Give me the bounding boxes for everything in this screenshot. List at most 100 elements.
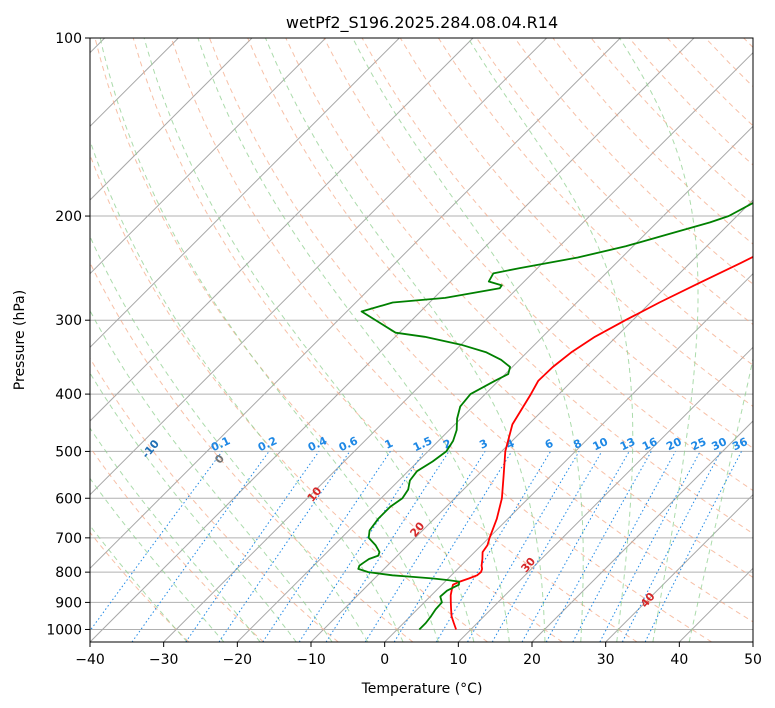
isotherm-line xyxy=(457,346,753,642)
y-tick-label: 100 xyxy=(55,31,82,47)
dry-adiabat-line xyxy=(285,38,753,535)
moist-adiabat-line xyxy=(619,38,699,642)
y-tick-label: 700 xyxy=(55,531,82,547)
mixing-ratio-label: 30 xyxy=(710,435,730,453)
moist-adiabat-line xyxy=(352,38,584,642)
dry-adiabat-line xyxy=(132,38,638,642)
isotherm-line xyxy=(678,567,753,642)
dry-adiabat-line xyxy=(705,38,753,88)
x-tick-label: 20 xyxy=(523,652,541,668)
mixing-ratio-label: 10 xyxy=(591,435,611,453)
moist-adiabat-line xyxy=(265,38,546,642)
dry-adiabat-line xyxy=(590,38,753,206)
dry-adiabat-line xyxy=(170,38,712,642)
mixing-ratio-line xyxy=(262,451,391,642)
mixing-ratio-label: 3 xyxy=(477,437,489,452)
dry-adiabat-line xyxy=(667,38,753,127)
moist-adiabat-line xyxy=(90,427,261,642)
isotherm-line xyxy=(90,38,695,642)
y-tick-label: 800 xyxy=(55,565,82,581)
dewpoint-profile-line xyxy=(357,201,753,631)
dry-adiabat-line xyxy=(209,38,753,623)
dry-adiabat-line xyxy=(90,153,488,642)
x-tick-label: 40 xyxy=(670,652,688,668)
isotherm-line xyxy=(163,51,753,642)
dry-adiabat-line xyxy=(552,38,753,245)
mixing-ratio-line xyxy=(131,451,270,642)
dry-adiabat-line xyxy=(90,531,190,642)
y-tick-label: 500 xyxy=(55,444,82,460)
isotherm-line xyxy=(90,38,327,275)
mixing-ratio-label: 6 xyxy=(543,437,556,452)
isotherm-line xyxy=(90,38,253,201)
x-tick-label: −10 xyxy=(296,652,326,668)
isotherm-line xyxy=(90,38,474,422)
moist-adiabat-line xyxy=(99,38,439,642)
temperature-profile-line xyxy=(449,255,753,630)
mixing-ratio-line xyxy=(298,451,425,642)
mixing-ratio-label: 13 xyxy=(618,435,637,453)
moist-adiabat-line xyxy=(90,477,225,642)
y-axis-label: Pressure (hPa) xyxy=(12,290,28,390)
x-tick-label: 0 xyxy=(380,652,389,668)
mixing-ratio-label: 36 xyxy=(730,435,750,453)
y-tick-label: 400 xyxy=(55,387,82,403)
x-tick-label: 50 xyxy=(744,652,762,668)
isotherm-line xyxy=(384,272,753,642)
isotherm-line xyxy=(236,125,753,642)
isotherm-line xyxy=(90,38,400,349)
mixing-ratio-label: 25 xyxy=(689,435,708,453)
mixing-ratio-line xyxy=(90,451,223,632)
dry-adiabat-line xyxy=(90,446,264,642)
isotherm-line xyxy=(752,641,753,642)
x-tick-label: 30 xyxy=(597,652,615,668)
x-tick-label: −40 xyxy=(75,652,105,668)
mixing-ratio-line xyxy=(545,451,652,642)
mixing-ratio-line xyxy=(185,451,320,642)
moist-adiabat-line xyxy=(90,372,297,642)
background-lines xyxy=(90,38,753,642)
y-tick-label: 300 xyxy=(55,313,82,329)
isotherm-line xyxy=(531,420,753,642)
isotherm-line xyxy=(90,38,548,496)
isotherm-line xyxy=(90,38,621,570)
y-tick-label: 200 xyxy=(55,209,82,225)
x-axis-ticks: −40 −30 −20 −10 0 10 20 30 40 50 xyxy=(75,642,762,668)
moist-adiabat-line xyxy=(688,356,753,642)
y-tick-label: 1000 xyxy=(46,622,82,638)
mixing-ratio-line xyxy=(644,451,742,642)
mixing-ratio-label: 1 xyxy=(383,437,395,452)
isotherm-line xyxy=(605,493,753,642)
mixing-ratio-label: 20 xyxy=(664,435,684,453)
x-axis-label: Temperature (°C) xyxy=(361,681,483,697)
mixing-ratio-line xyxy=(393,451,513,642)
moist-adiabat-line xyxy=(143,38,475,642)
y-tick-label: 900 xyxy=(55,595,82,611)
mixing-ratio-line xyxy=(621,451,722,642)
moist-adiabat-line xyxy=(90,524,188,642)
dry-adiabat-label: -10 xyxy=(139,437,162,461)
plot-frame xyxy=(89,37,754,643)
x-tick-label: 10 xyxy=(449,652,467,668)
dry-adiabat-label: 20 xyxy=(408,519,428,539)
mixing-ratio-line xyxy=(325,451,450,642)
mixing-ratio-label: 16 xyxy=(640,435,660,453)
dry-adiabat-line xyxy=(94,38,563,642)
dry-adiabat-line xyxy=(247,38,753,578)
mixing-ratio-line xyxy=(218,451,351,642)
mixing-ratio-line xyxy=(435,451,552,642)
dry-adiabat-line xyxy=(399,38,753,408)
y-tick-label: 600 xyxy=(55,491,82,507)
x-tick-label: −30 xyxy=(149,652,179,668)
dry-adiabat-line xyxy=(476,38,753,326)
mixing-ratio-line xyxy=(521,451,630,642)
sounding-profiles xyxy=(357,201,753,631)
y-axis-ticks: 1000 900 800 700 600 500 400 300 200 100 xyxy=(46,31,90,638)
dry-adiabat-line xyxy=(743,38,753,49)
chart-title: wetPf2_S196.2025.284.08.04.R14 xyxy=(286,13,558,33)
dry-adiabat-line xyxy=(90,357,339,642)
moist-adiabat-line xyxy=(90,309,333,642)
dry-adiabat-line xyxy=(90,261,414,642)
moist-adiabat-line xyxy=(90,139,404,642)
